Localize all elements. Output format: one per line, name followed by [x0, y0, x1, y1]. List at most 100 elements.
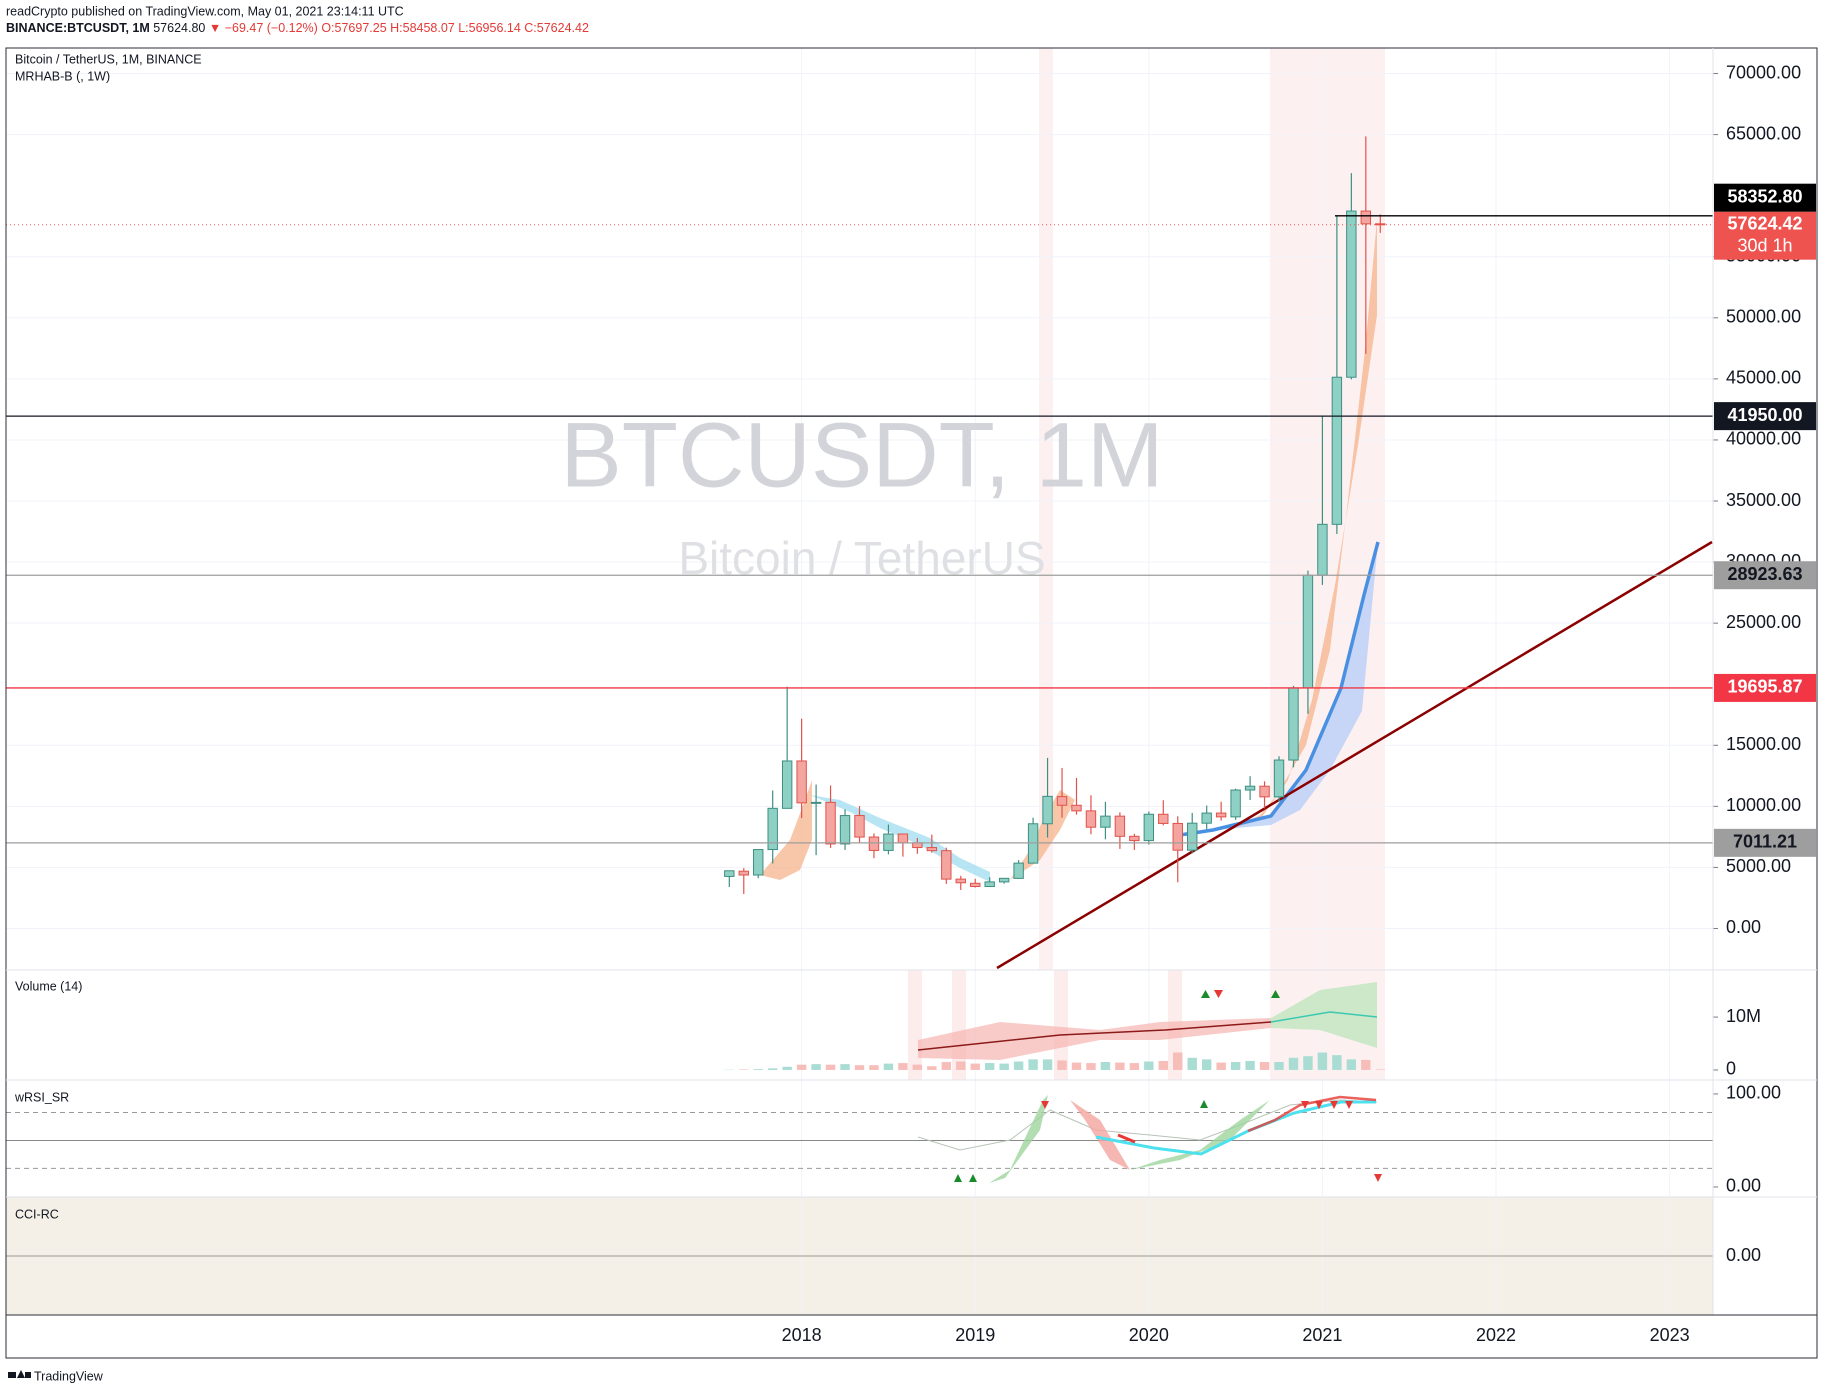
rsi-band	[1070, 1100, 1130, 1170]
candle-body	[1013, 862, 1024, 879]
candle-body	[1172, 822, 1183, 851]
volume-bar	[1187, 1057, 1197, 1070]
y-tick-label: 40000.00	[1726, 429, 1801, 449]
highlight-band	[908, 970, 922, 1080]
volume-bar	[869, 1065, 879, 1070]
ribbon	[1213, 542, 1378, 830]
publisher: readCrypto published on TradingView.com,…	[6, 4, 404, 18]
cci-tick-label: 0.00	[1726, 1245, 1761, 1265]
highlight-band	[1054, 970, 1068, 1080]
signal-up	[969, 1174, 977, 1182]
price-label-box	[1714, 828, 1816, 857]
cci-title: CCI-RC	[15, 1207, 59, 1221]
candle-body	[825, 801, 836, 845]
volume-bar	[782, 1066, 792, 1070]
volume-bar	[1245, 1060, 1255, 1070]
signal-down	[1315, 1101, 1323, 1109]
frame	[5, 47, 1818, 1359]
y-tick-label: 5000.00	[1726, 856, 1791, 876]
y-tick-label: 70000.00	[1726, 62, 1801, 82]
volume-bar	[1173, 1052, 1183, 1070]
volume-bar	[1346, 1059, 1357, 1070]
volume-title: Volume (14)	[15, 979, 82, 993]
candle-body	[1317, 523, 1328, 576]
volume-bar	[1144, 1061, 1154, 1070]
last-price-label: 57624.42	[1727, 213, 1802, 233]
change: ▼ −69.47 (−0.12%)	[209, 21, 318, 35]
signal-up	[954, 1174, 962, 1182]
volume-bar	[768, 1068, 778, 1070]
candle-body	[926, 847, 938, 852]
rsi-line	[917, 1099, 1378, 1151]
volume-bar	[1288, 1057, 1299, 1070]
candle-body	[1288, 687, 1299, 761]
volume-bar	[1086, 1063, 1096, 1070]
signal-down	[1374, 1174, 1382, 1182]
candle-body	[1375, 223, 1386, 226]
signal-down	[1301, 1101, 1309, 1109]
volume-bar	[1274, 1062, 1284, 1070]
y-tick-label: 35000.00	[1726, 490, 1801, 510]
candle-body	[955, 878, 966, 884]
rsi-curve	[1247, 1095, 1377, 1133]
volume-bar	[912, 1064, 923, 1070]
volume-bar	[927, 1066, 937, 1070]
volume-bar	[1216, 1062, 1226, 1070]
candle-body	[941, 850, 952, 880]
volume-bar	[1158, 1060, 1168, 1070]
y-tick-label: 10000.00	[1726, 795, 1801, 815]
volume-bar	[739, 1069, 749, 1070]
indicator-title: MRHAB-B (, 1W)	[15, 69, 110, 83]
volume-bar	[956, 1061, 966, 1070]
candle-body	[1331, 376, 1343, 525]
volume-bar	[1115, 1062, 1125, 1070]
candle-body	[984, 881, 995, 888]
volume-bar	[854, 1065, 865, 1070]
volume-bar	[883, 1063, 894, 1070]
volume-bar	[840, 1064, 850, 1070]
y-tick-label: 0.00	[1726, 917, 1761, 937]
signal-up	[1201, 990, 1210, 998]
y-tick-label: 65000.00	[1726, 123, 1801, 143]
trendline	[996, 540, 1713, 970]
candle-body	[738, 870, 749, 876]
y-tick-label: 15000.00	[1726, 734, 1801, 754]
candle-body	[839, 815, 851, 845]
signal-down	[1214, 990, 1223, 998]
price: 57624.80	[153, 21, 205, 35]
x-tick-label: 2019	[955, 1325, 995, 1345]
signal-up	[1200, 1100, 1208, 1108]
volume-bar	[898, 1063, 908, 1070]
candle-body	[868, 836, 880, 851]
candle-body	[767, 807, 778, 851]
candle-body	[796, 760, 807, 804]
candle-body	[1114, 815, 1126, 837]
signal-down	[1330, 1101, 1338, 1109]
volume-bar	[1303, 1056, 1313, 1070]
candle-body	[1302, 574, 1314, 689]
watermark: BTCUSDT, 1M	[560, 404, 1163, 506]
price-label-box	[1714, 561, 1816, 590]
candle-body	[1244, 785, 1256, 791]
volume-bar	[1259, 1062, 1270, 1070]
symbol-line: BINANCE:BTCUSDT, 1M 57624.80 ▼ −69.47 (−…	[6, 21, 589, 35]
candle-body	[1100, 815, 1111, 828]
candle-body	[1360, 210, 1372, 225]
trend-curve	[1179, 541, 1380, 837]
x-tick-label: 2020	[1129, 1325, 1169, 1345]
volume-bar	[941, 1062, 951, 1070]
candle-body	[724, 870, 735, 877]
price-label-box	[1714, 183, 1816, 212]
volume-bar	[825, 1064, 836, 1070]
candle-body	[753, 849, 764, 876]
last-price-box	[1714, 211, 1816, 260]
volume-bar	[1201, 1059, 1212, 1070]
rsi-curve	[1117, 1133, 1136, 1144]
candle-body	[1201, 812, 1212, 824]
volume-bar	[753, 1069, 763, 1070]
volume-bar	[811, 1064, 821, 1070]
candle-body	[1230, 789, 1241, 818]
volume-bar	[1100, 1062, 1111, 1070]
